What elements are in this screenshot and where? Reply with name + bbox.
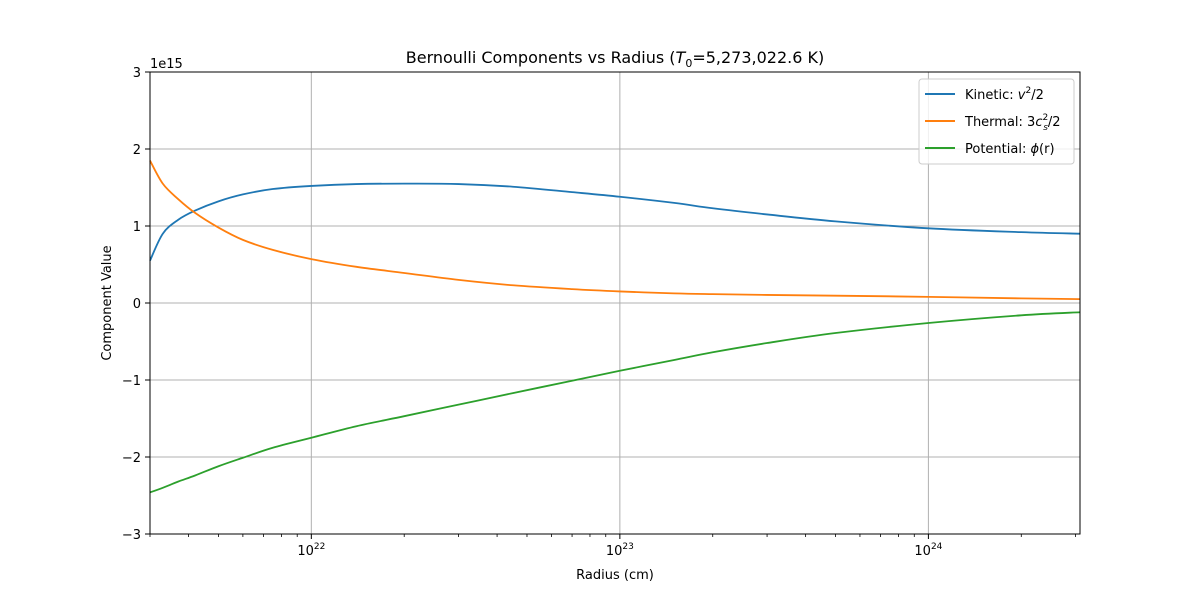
x-tick-label: 1024 xyxy=(914,542,942,559)
y-tick-label: 1 xyxy=(133,220,141,235)
y-offset-label: 1e15 xyxy=(150,57,183,72)
legend-label-kinetic: Kinetic: v2/2 xyxy=(965,86,1044,103)
x-axis-label: Radius (cm) xyxy=(576,568,654,583)
y-tick-label: 2 xyxy=(133,143,141,158)
legend: Kinetic: v2/2 Thermal: 3c2 s/2 Potential:… xyxy=(918,78,1075,165)
series-layer xyxy=(149,160,1081,494)
legend-label-potential: Potential: ϕ(r) xyxy=(965,142,1055,157)
chart-title: Bernoulli Components vs Radius (T0=5,273… xyxy=(406,48,825,70)
y-axis-ticks: 3 2 1 0 −1 −2 −3 xyxy=(122,66,150,543)
x-tick-label: 1023 xyxy=(606,542,634,559)
series-line-thermal xyxy=(149,160,1081,301)
y-axis-label: Component Value xyxy=(100,245,115,360)
y-tick-label: −1 xyxy=(122,374,141,389)
legend-box xyxy=(918,78,1075,165)
y-tick-label: 3 xyxy=(133,66,141,81)
legend-label-thermal: Thermal: 3c2 s/2 xyxy=(964,113,1061,133)
y-tick-label: 0 xyxy=(133,297,141,312)
series-line-kinetic xyxy=(149,182,1081,262)
series-line-potential xyxy=(149,311,1081,494)
x-tick-label: 1022 xyxy=(297,542,325,559)
y-tick-label: −2 xyxy=(122,451,141,466)
x-axis-ticks: 1022 1023 1024 xyxy=(149,534,1077,559)
y-tick-label: −3 xyxy=(122,528,141,543)
